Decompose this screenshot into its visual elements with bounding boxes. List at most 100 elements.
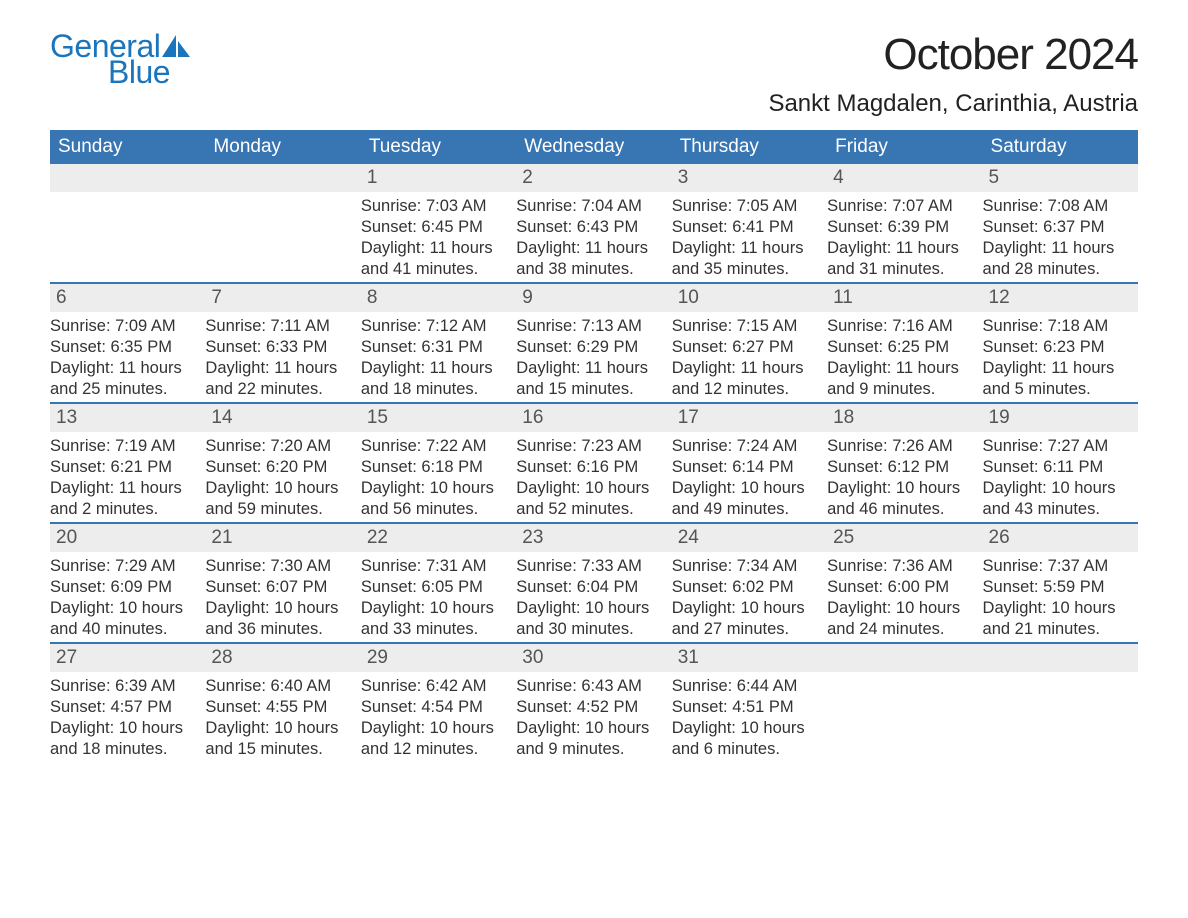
sunrise-text: Sunrise: 7:03 AM [361, 196, 510, 217]
day-number: 26 [989, 527, 1010, 548]
weekday-sunday: Sunday [50, 130, 205, 164]
weekday-tuesday: Tuesday [361, 130, 516, 164]
sunrise-text: Sunrise: 7:13 AM [516, 316, 665, 337]
day-number: 13 [56, 407, 77, 428]
day-number: 6 [56, 287, 67, 308]
day-cell: 16Sunrise: 7:23 AMSunset: 6:16 PMDayligh… [516, 404, 671, 522]
daylight-text: Daylight: 10 hours and 56 minutes. [361, 478, 510, 520]
weekday-thursday: Thursday [672, 130, 827, 164]
daylight-text: Daylight: 11 hours and 38 minutes. [516, 238, 665, 280]
day-details: Sunrise: 7:31 AMSunset: 6:05 PMDaylight:… [361, 552, 516, 640]
day-number: 19 [989, 407, 1010, 428]
sunrise-text: Sunrise: 7:33 AM [516, 556, 665, 577]
daylight-text: Daylight: 10 hours and 6 minutes. [672, 718, 821, 760]
daylight-text: Daylight: 11 hours and 22 minutes. [205, 358, 354, 400]
day-cell: 7Sunrise: 7:11 AMSunset: 6:33 PMDaylight… [205, 284, 360, 402]
location-subtitle: Sankt Magdalen, Carinthia, Austria [768, 90, 1138, 118]
daylight-text: Daylight: 11 hours and 28 minutes. [983, 238, 1132, 280]
sunrise-text: Sunrise: 6:40 AM [205, 676, 354, 697]
day-number: 17 [678, 407, 699, 428]
sunset-text: Sunset: 4:55 PM [205, 697, 354, 718]
day-details: Sunrise: 7:24 AMSunset: 6:14 PMDaylight:… [672, 432, 827, 520]
weekday-saturday: Saturday [983, 130, 1138, 164]
day-cell: 26 Sunrise: 7:37 AMSunset: 5:59 PMDayligh… [983, 524, 1138, 642]
sunset-text: Sunset: 4:57 PM [50, 697, 199, 718]
weekday-friday: Friday [827, 130, 982, 164]
day-details: Sunrise: 7:22 AMSunset: 6:18 PMDaylight:… [361, 432, 516, 520]
day-number: 11 [833, 287, 853, 308]
sunset-text: Sunset: 6:00 PM [827, 577, 976, 598]
day-details: Sunrise: 6:44 AMSunset: 4:51 PMDaylight:… [672, 672, 827, 760]
week-row: 13 Sunrise: 7:19 AMSunset: 6:21 PMDayligh… [50, 402, 1138, 522]
sunrise-text: Sunrise: 7:16 AM [827, 316, 976, 337]
day-number: 20 [56, 527, 77, 548]
day-number: 15 [367, 407, 388, 428]
day-number: 21 [211, 527, 232, 548]
day-cell: 17 Sunrise: 7:24 AMSunset: 6:14 PMDayligh… [672, 404, 827, 522]
day-number: 9 [522, 287, 533, 308]
day-cell: 31Sunrise: 6:44 AMSunset: 4:51 PMDayligh… [672, 644, 827, 762]
sunset-text: Sunset: 6:04 PM [516, 577, 665, 598]
daylight-text: Daylight: 11 hours and 2 minutes. [50, 478, 199, 520]
day-cell [983, 644, 1138, 762]
day-cell: 6Sunrise: 7:09 AMSunset: 6:35 PMDaylight… [50, 284, 205, 402]
sunrise-text: Sunrise: 7:37 AM [983, 556, 1132, 577]
daylight-text: Daylight: 10 hours and 21 minutes. [983, 598, 1132, 640]
sunset-text: Sunset: 6:45 PM [361, 217, 510, 238]
day-cell: 3Sunrise: 7:05 AMSunset: 6:41 PMDaylight… [672, 164, 827, 282]
title-block: October 2024 Sankt Magdalen, Carinthia, … [768, 30, 1138, 118]
sunrise-text: Sunrise: 7:09 AM [50, 316, 199, 337]
day-number: 14 [211, 407, 232, 428]
sunset-text: Sunset: 6:14 PM [672, 457, 821, 478]
day-details: Sunrise: 7:20 AMSunset: 6:20 PMDaylight:… [205, 432, 360, 520]
sunrise-text: Sunrise: 6:44 AM [672, 676, 821, 697]
week-row: 27Sunrise: 6:39 AMSunset: 4:57 PMDayligh… [50, 642, 1138, 762]
sunrise-text: Sunrise: 6:42 AM [361, 676, 510, 697]
sunrise-text: Sunrise: 7:04 AM [516, 196, 665, 217]
weekday-header-row: SundayMondayTuesdayWednesdayThursdayFrid… [50, 130, 1138, 164]
daylight-text: Daylight: 10 hours and 18 minutes. [50, 718, 199, 760]
day-number: 22 [367, 527, 388, 548]
day-number: 2 [522, 167, 533, 188]
week-row: 1Sunrise: 7:03 AMSunset: 6:45 PMDaylight… [50, 164, 1138, 282]
day-cell: 30Sunrise: 6:43 AMSunset: 4:52 PMDayligh… [516, 644, 671, 762]
month-title: October 2024 [768, 30, 1138, 80]
daylight-text: Daylight: 11 hours and 5 minutes. [983, 358, 1132, 400]
daylight-text: Daylight: 11 hours and 9 minutes. [827, 358, 976, 400]
day-details: Sunrise: 7:26 AMSunset: 6:12 PMDaylight:… [827, 432, 982, 520]
header: General Blue October 2024 Sankt Magdalen… [50, 30, 1138, 118]
sunrise-text: Sunrise: 7:22 AM [361, 436, 510, 457]
day-details: Sunrise: 7:23 AMSunset: 6:16 PMDaylight:… [516, 432, 671, 520]
day-cell: 28Sunrise: 6:40 AMSunset: 4:55 PMDayligh… [205, 644, 360, 762]
day-number: 23 [522, 527, 543, 548]
sunrise-text: Sunrise: 7:12 AM [361, 316, 510, 337]
sunset-text: Sunset: 6:05 PM [361, 577, 510, 598]
day-details: Sunrise: 7:07 AMSunset: 6:39 PMDaylight:… [827, 192, 982, 280]
sunset-text: Sunset: 5:59 PM [983, 577, 1132, 598]
day-details: Sunrise: 7:27 AMSunset: 6:11 PMDaylight:… [983, 432, 1138, 520]
day-details: Sunrise: 7:04 AMSunset: 6:43 PMDaylight:… [516, 192, 671, 280]
day-cell [827, 644, 982, 762]
sunrise-text: Sunrise: 7:07 AM [827, 196, 976, 217]
day-cell: 24Sunrise: 7:34 AMSunset: 6:02 PMDayligh… [672, 524, 827, 642]
weekday-wednesday: Wednesday [516, 130, 671, 164]
day-details: Sunrise: 6:42 AMSunset: 4:54 PMDaylight:… [361, 672, 516, 760]
day-cell: 11Sunrise: 7:16 AMSunset: 6:25 PMDayligh… [827, 284, 982, 402]
sunset-text: Sunset: 6:33 PM [205, 337, 354, 358]
day-number: 30 [522, 647, 543, 668]
sunset-text: Sunset: 6:43 PM [516, 217, 665, 238]
daylight-text: Daylight: 10 hours and 30 minutes. [516, 598, 665, 640]
day-details: Sunrise: 7:30 AMSunset: 6:07 PMDaylight:… [205, 552, 360, 640]
daylight-text: Daylight: 11 hours and 41 minutes. [361, 238, 510, 280]
day-details: Sunrise: 7:19 AMSunset: 6:21 PMDaylight:… [50, 432, 205, 520]
sunset-text: Sunset: 6:39 PM [827, 217, 976, 238]
sunrise-text: Sunrise: 7:26 AM [827, 436, 976, 457]
sunset-text: Sunset: 6:31 PM [361, 337, 510, 358]
sunrise-text: Sunrise: 7:08 AM [983, 196, 1132, 217]
day-details: Sunrise: 7:37 AMSunset: 5:59 PMDaylight:… [983, 552, 1138, 640]
sunrise-text: Sunrise: 7:34 AM [672, 556, 821, 577]
day-number: 5 [989, 167, 1000, 188]
day-cell: 22 Sunrise: 7:31 AMSunset: 6:05 PMDayligh… [361, 524, 516, 642]
day-number: 1 [367, 167, 378, 188]
sunset-text: Sunset: 4:51 PM [672, 697, 821, 718]
